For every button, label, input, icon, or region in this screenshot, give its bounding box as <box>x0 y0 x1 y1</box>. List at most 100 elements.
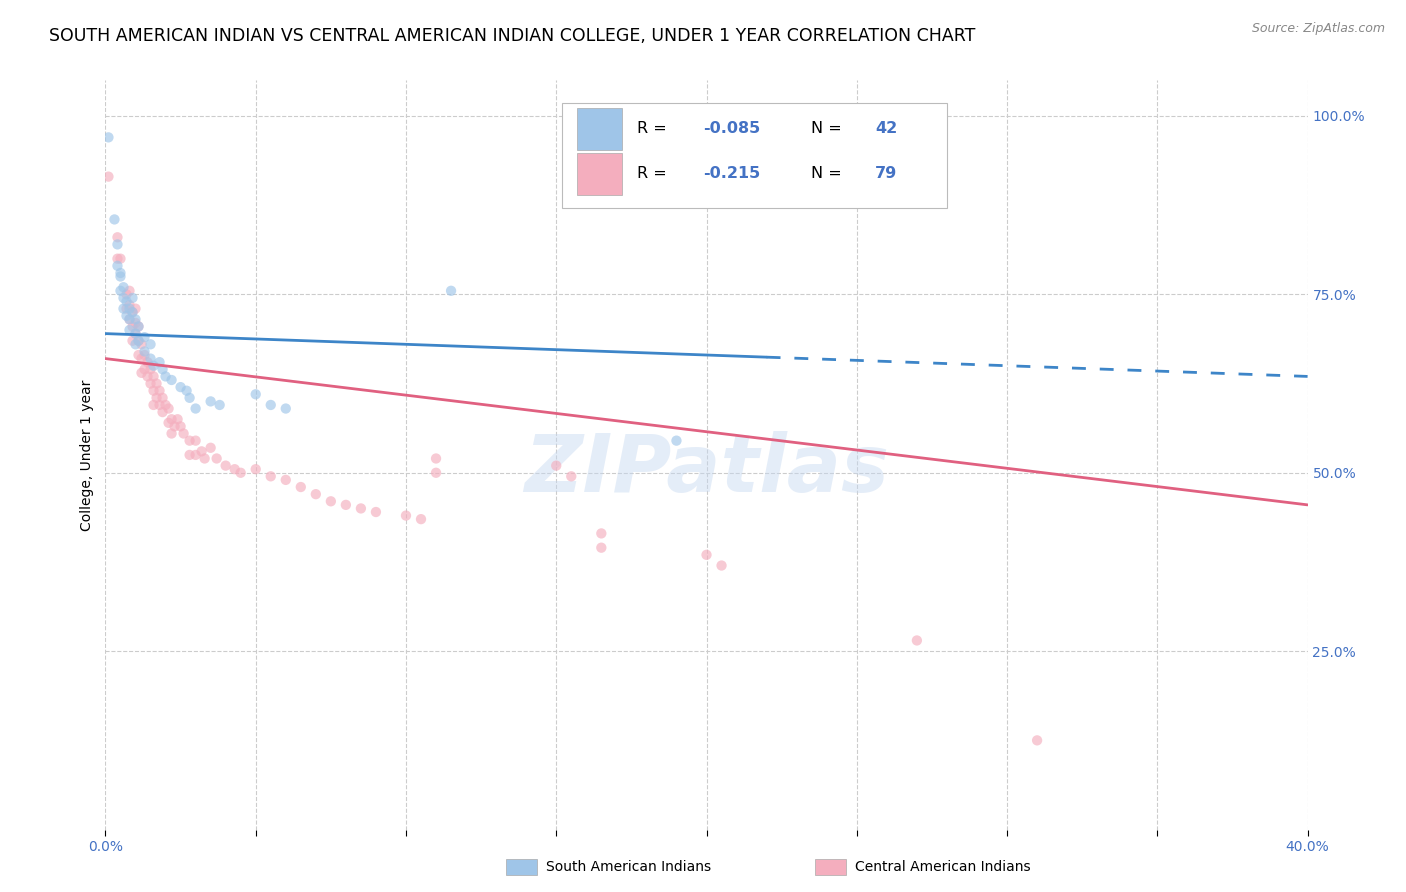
Point <box>176 384 198 398</box>
Point <box>115 301 138 316</box>
Text: R =: R = <box>637 121 672 136</box>
Text: -0.215: -0.215 <box>703 167 761 181</box>
Point <box>121 305 143 319</box>
Point <box>190 444 212 458</box>
Point <box>184 401 207 416</box>
Point <box>134 362 156 376</box>
Point <box>208 398 231 412</box>
Point <box>335 498 357 512</box>
Point <box>179 448 201 462</box>
Text: N =: N = <box>811 121 846 136</box>
Point <box>179 434 201 448</box>
Point <box>245 462 267 476</box>
Point <box>224 462 246 476</box>
Point <box>274 401 297 416</box>
Point <box>97 169 120 184</box>
Text: 42: 42 <box>875 121 897 136</box>
FancyBboxPatch shape <box>576 153 623 194</box>
Point <box>142 369 165 384</box>
Point <box>110 269 132 284</box>
Point <box>97 130 120 145</box>
Point <box>290 480 312 494</box>
Point <box>696 548 718 562</box>
Point <box>112 301 135 316</box>
Point <box>118 323 141 337</box>
Point <box>124 337 146 351</box>
Point <box>145 391 167 405</box>
Text: R =: R = <box>637 167 672 181</box>
Point <box>395 508 418 523</box>
Point <box>546 458 568 473</box>
Point <box>591 541 613 555</box>
Point <box>124 301 146 316</box>
Point <box>124 312 146 326</box>
Point <box>134 348 156 362</box>
Point <box>134 330 156 344</box>
Point <box>157 416 180 430</box>
Point <box>124 326 146 341</box>
Point <box>115 309 138 323</box>
Point <box>1026 733 1049 747</box>
Point <box>145 376 167 391</box>
Point <box>139 337 162 351</box>
Point <box>184 448 207 462</box>
Point <box>124 316 146 330</box>
Text: -0.085: -0.085 <box>703 121 761 136</box>
Point <box>118 284 141 298</box>
Point <box>121 291 143 305</box>
Text: ZIPatlas: ZIPatlas <box>524 431 889 509</box>
Point <box>118 312 141 326</box>
Point <box>179 391 201 405</box>
Point <box>155 369 177 384</box>
Point <box>157 401 180 416</box>
Point <box>184 434 207 448</box>
Point <box>205 451 228 466</box>
Point <box>136 369 159 384</box>
Point <box>128 319 150 334</box>
Point <box>107 259 129 273</box>
Point <box>118 301 141 316</box>
Point <box>425 451 447 466</box>
Point <box>169 419 191 434</box>
Point <box>115 287 138 301</box>
Text: SOUTH AMERICAN INDIAN VS CENTRAL AMERICAN INDIAN COLLEGE, UNDER 1 YEAR CORRELATI: SOUTH AMERICAN INDIAN VS CENTRAL AMERICA… <box>49 27 976 45</box>
Point <box>214 458 236 473</box>
Point <box>305 487 328 501</box>
Point <box>124 326 146 341</box>
Text: 79: 79 <box>875 167 897 181</box>
Point <box>107 230 129 244</box>
Point <box>169 380 191 394</box>
Point <box>131 351 153 366</box>
Point <box>591 526 613 541</box>
Point <box>103 212 125 227</box>
Point <box>128 319 150 334</box>
Point <box>163 419 186 434</box>
Point <box>110 252 132 266</box>
Point <box>107 237 129 252</box>
Point <box>160 426 183 441</box>
Point <box>440 284 463 298</box>
Point <box>425 466 447 480</box>
Point <box>245 387 267 401</box>
Point <box>121 319 143 334</box>
Point <box>110 266 132 280</box>
Point <box>131 337 153 351</box>
Point <box>139 351 162 366</box>
Point <box>107 252 129 266</box>
Point <box>128 348 150 362</box>
Point <box>160 373 183 387</box>
Point <box>260 398 283 412</box>
Point <box>173 426 195 441</box>
FancyBboxPatch shape <box>576 108 623 150</box>
Text: N =: N = <box>811 167 846 181</box>
Point <box>112 280 135 294</box>
Point <box>136 355 159 369</box>
Point <box>121 334 143 348</box>
Point <box>139 376 162 391</box>
Point <box>560 469 582 483</box>
Point <box>200 441 222 455</box>
Point <box>115 294 138 309</box>
Point <box>118 298 141 312</box>
Point <box>152 362 174 376</box>
Point <box>350 501 373 516</box>
